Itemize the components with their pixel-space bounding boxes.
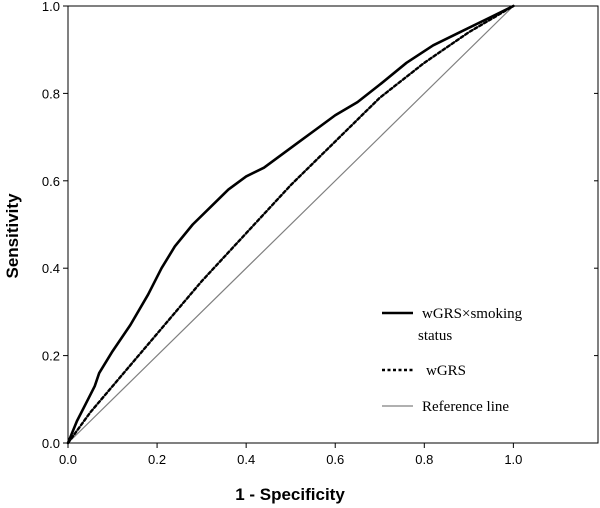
y-tick-label: 0.4 — [42, 261, 60, 276]
x-tick-label: 0.6 — [326, 452, 344, 467]
y-tick-label: 0.6 — [42, 174, 60, 189]
legend-label: wGRS — [426, 363, 466, 379]
x-tick-label: 0.2 — [148, 452, 166, 467]
legend-label: Reference line — [422, 399, 509, 415]
series-layer — [66, 4, 515, 445]
series-line-reference-line — [67, 5, 514, 444]
y-tick-label: 1.0 — [42, 0, 60, 14]
plot-border — [67, 5, 599, 444]
ticks-layer: 0.0 0.2 0.4 0.6 0.8 1.0 0.0 0.2 0.4 0.6 0.8 1.0 — [42, 0, 598, 467]
x-tick-label: 0.4 — [237, 452, 255, 467]
legend-label: status — [418, 328, 452, 344]
y-tick-label: 0.0 — [42, 436, 60, 451]
x-axis-title: 1 - Specificity — [235, 485, 345, 504]
y-axis-title: Sensitivity — [3, 193, 22, 279]
x-tick-label: 0.0 — [59, 452, 77, 467]
y-tick-label: 0.2 — [42, 349, 60, 364]
y-tick-label: 0.8 — [42, 86, 60, 101]
legend: wGRS×smoking status wGRS Reference line — [382, 306, 523, 415]
series-line-wgrs — [66, 4, 515, 445]
x-tick-label: 0.8 — [415, 452, 433, 467]
plot-frame — [67, 5, 599, 444]
legend-label: wGRS×smoking — [422, 306, 523, 322]
x-tick-label: 1.0 — [504, 452, 522, 467]
series-line-wgrs-smoking-status — [66, 4, 515, 445]
